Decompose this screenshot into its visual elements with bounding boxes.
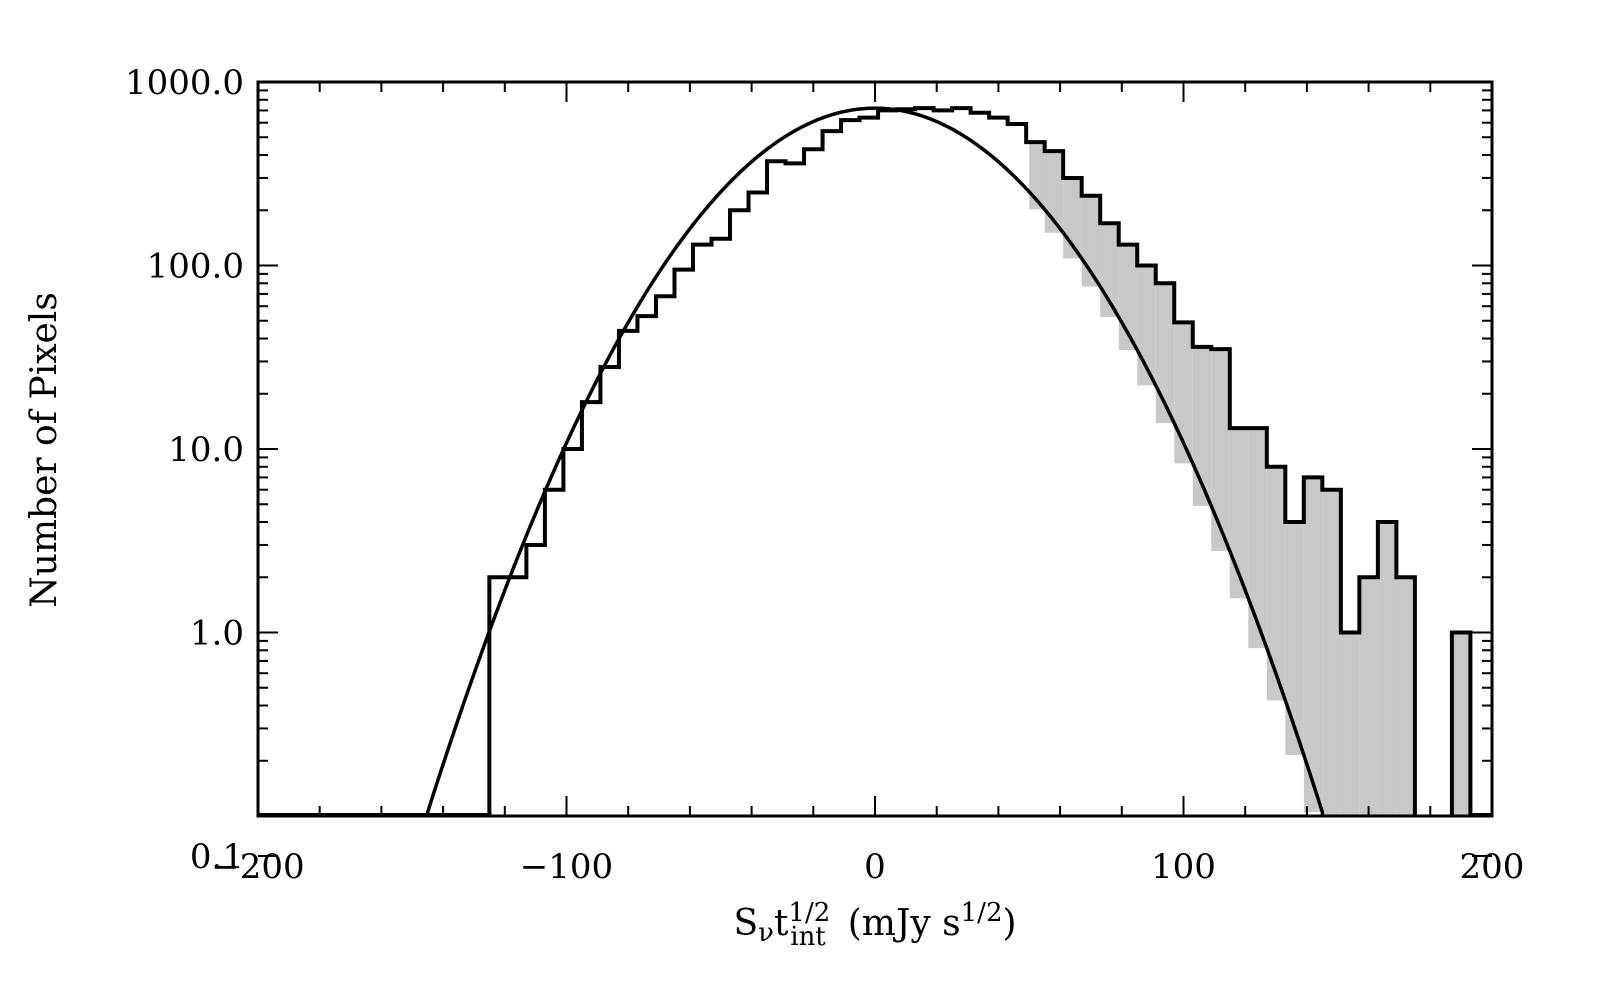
x-title-var: t: [774, 903, 789, 944]
x-tick-label: 100: [1151, 847, 1216, 887]
x-tick-label: 0: [864, 847, 886, 887]
excess-bar: [1174, 322, 1193, 464]
y-tick-label: 0.1: [190, 837, 244, 877]
excess-bar: [1211, 349, 1230, 551]
x-title-var-sub: int: [790, 922, 826, 952]
y-tick-label: 1.0: [190, 614, 244, 654]
excess-bar: [1266, 466, 1286, 701]
y-tick-label: 100.0: [147, 247, 244, 287]
x-title-symbol-sub: ν: [758, 918, 774, 948]
excess-bar: [1377, 522, 1397, 816]
excess-bar: [1451, 632, 1471, 816]
histogram-layer: [258, 106, 1492, 816]
excess-shading-layer: [1029, 142, 1471, 816]
y-tick-label: 10.0: [168, 430, 244, 470]
y-tick-label: 1000.0: [125, 63, 244, 103]
excess-bar: [1396, 577, 1415, 816]
gaussian-fit-curve: [425, 106, 1325, 816]
excess-bar: [1303, 477, 1323, 813]
excess-bar: [1248, 428, 1267, 649]
x-title-unit-sup: 1/2: [961, 898, 1003, 928]
excess-bar: [1155, 283, 1175, 424]
x-ticks: −200 −100 0 100 200: [211, 82, 1524, 887]
excess-bar: [1192, 346, 1212, 506]
x-title-unit-open: (mJy s: [848, 903, 961, 944]
histogram-steps: [258, 106, 1492, 816]
y-ticks: 0.1 1.0 10.0 100.0 1000.0: [125, 63, 1492, 877]
excess-bar: [1285, 522, 1304, 755]
excess-bar: [1340, 632, 1360, 816]
excess-bar: [1029, 142, 1045, 210]
x-tick-label: 200: [1460, 847, 1525, 887]
x-tick-label: −200: [211, 847, 304, 887]
x-title-var-sup: 1/2: [788, 898, 830, 928]
x-title-unit-close: ): [1002, 903, 1016, 944]
excess-bar: [1359, 577, 1378, 816]
y-axis-title: Number of Pixels: [24, 292, 65, 608]
x-axis-title: Sνt1/2 int (mJy s1/2): [733, 898, 1016, 952]
x-tick-label: −100: [520, 847, 613, 887]
excess-bar: [1322, 489, 1341, 816]
excess-bar: [1229, 428, 1249, 599]
fit-curve-layer: [425, 106, 1325, 816]
x-title-symbol: S: [733, 903, 758, 944]
